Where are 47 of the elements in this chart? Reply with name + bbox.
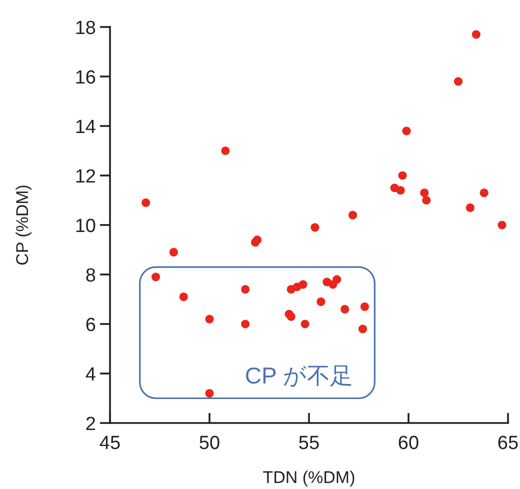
point [298,280,308,289]
point [396,186,405,195]
point [142,198,150,208]
point [205,389,214,398]
point [498,220,506,230]
y-tick-label: 10 [74,216,96,237]
point [348,210,358,220]
point [480,188,488,198]
point [310,223,320,232]
point [422,196,431,205]
y-tick-label: 4 [85,364,96,386]
point [252,236,262,244]
x-tick-label: 60 [398,433,420,454]
y-tick-label: 12 [74,166,96,188]
y-axis-title: CP (%DM) [13,184,32,266]
point [169,248,178,257]
point [420,188,429,198]
x-tick-label: 50 [198,433,220,454]
x-tick-label: 55 [298,433,320,454]
point [221,146,230,156]
point [402,126,411,136]
x-tick-label: 65 [497,433,519,454]
point [205,314,214,324]
point [300,320,310,328]
y-tick-label: 14 [74,117,96,138]
point [286,312,296,321]
point [316,297,326,306]
point [466,203,474,212]
x-tick-label: 45 [99,433,121,454]
point [340,304,350,314]
point [151,272,160,282]
y-tick-label: 6 [85,315,96,336]
y-tick-label: 2 [85,414,96,435]
y-tick-label: 16 [74,68,96,88]
point [360,302,370,311]
y-tick-label: 18 [74,18,96,39]
point [179,292,188,302]
x-axis-title: TDN (%DM) [262,468,356,487]
point [332,275,342,284]
point [241,320,250,328]
point [472,30,480,39]
point [454,77,463,86]
y-tick-label: 8 [85,266,96,286]
point [358,324,368,334]
point [241,285,250,294]
point [398,171,407,180]
annotation: CP が不足 [244,362,353,388]
